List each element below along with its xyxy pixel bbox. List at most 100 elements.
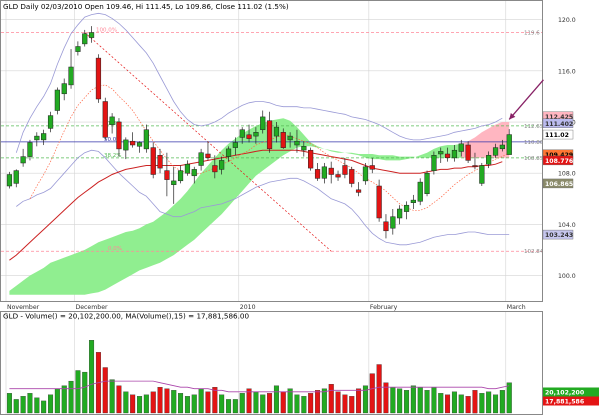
bollinger-lower-line: [16, 149, 510, 246]
x-axis-label: 2010: [240, 304, 256, 311]
candle-body: [390, 216, 396, 229]
fib-level-label: 50.0%: [104, 137, 121, 143]
volume-bar: [315, 390, 321, 414]
volume-bar: [410, 385, 416, 414]
price-badge-label: 109.429: [545, 152, 573, 159]
candle-body: [465, 144, 471, 161]
candle-body: [349, 169, 355, 184]
price-chart-title: GLD Daily 02/03/2010 Open 109.46, Hi 111…: [3, 2, 289, 11]
candle-body: [239, 129, 245, 138]
candle-body: [451, 149, 458, 159]
bollinger-upper-line: [15, 12, 503, 153]
price-tick-label: 100.0: [558, 273, 576, 280]
volume-bar: [493, 394, 499, 414]
candle-body: [328, 167, 334, 175]
candle-body: [75, 46, 81, 52]
volume-bar: [226, 399, 232, 414]
candle-body: [383, 221, 389, 232]
volume-bar: [232, 399, 238, 414]
candle-body: [273, 126, 280, 137]
x-axis-labels: November December 2010 February March: [7, 304, 526, 311]
candle-body: [123, 139, 129, 151]
candle-body: [6, 174, 13, 187]
candle-body: [143, 129, 149, 150]
candle-body: [82, 33, 88, 45]
volume-bar: [13, 399, 19, 414]
short-ma-line: [29, 84, 510, 211]
annotation-arrow: [508, 79, 544, 120]
volume-badge-label: 20,102,200: [545, 390, 585, 397]
price-badge-label: 112.425: [545, 114, 573, 121]
volume-bar: [335, 391, 341, 414]
candle-body: [499, 144, 505, 150]
volume-bar: [321, 388, 327, 414]
volume-bars: 20,102,200 17,881,586: [6, 340, 599, 414]
volume-chart-title: GLD - Volume() = 20,102,200.00, MA(Volum…: [3, 312, 249, 321]
candle-body: [116, 121, 122, 150]
candle-body: [417, 181, 423, 202]
price-tick-label: 120.0: [558, 17, 576, 24]
price-badge: [542, 229, 574, 240]
candle-body: [88, 32, 95, 38]
volume-bar: [184, 396, 190, 414]
candle-body: [458, 143, 464, 152]
volume-bar: [130, 394, 136, 414]
candle-body: [246, 134, 252, 139]
volume-bar: [280, 391, 286, 414]
volume-badge: [543, 396, 599, 406]
volume-badge: [543, 387, 599, 397]
price-badge-label: 106.865: [545, 181, 573, 188]
candlesticks: [6, 26, 512, 239]
volume-bar: [362, 385, 368, 414]
candle-body: [41, 133, 47, 141]
volume-bar: [349, 396, 355, 414]
candle-body: [308, 149, 314, 169]
candle-body: [205, 153, 211, 159]
candle-body: [95, 57, 102, 100]
candle-body: [260, 116, 266, 130]
fib-level-label: 0.0%: [108, 246, 122, 252]
candle-body: [444, 153, 451, 159]
volume-bar: [390, 387, 396, 414]
volume-bar: [445, 394, 451, 414]
candle-body: [403, 204, 410, 212]
volume-bar: [68, 380, 74, 414]
x-axis-label: March: [507, 304, 526, 311]
candle-body: [369, 165, 375, 170]
arrow-shaft: [508, 79, 544, 120]
price-badge-label: 108.776: [545, 158, 573, 165]
candle-body: [157, 155, 163, 169]
price-tick-label: 108.0: [558, 171, 576, 178]
candle-body: [397, 208, 403, 219]
volume-bar: [41, 400, 47, 414]
volume-bar: [431, 387, 437, 414]
volume-bar: [164, 388, 170, 414]
candle-body: [54, 89, 60, 111]
candle-body: [109, 116, 115, 125]
candle-body: [171, 180, 177, 185]
candle-body: [68, 66, 74, 86]
volume-bar: [253, 391, 259, 414]
price-panel-frame: [0, 0, 543, 302]
volume-bar: [404, 390, 410, 414]
candle-body: [198, 152, 204, 166]
volume-bar: [171, 390, 177, 414]
x-axis-label: December: [75, 304, 108, 311]
volume-bar: [451, 391, 457, 414]
candle-body: [34, 135, 40, 141]
fib-level-label: 100.0%: [96, 27, 117, 33]
candle-body: [479, 165, 485, 184]
moving-average-line: [9, 149, 503, 261]
volume-bar: [75, 370, 81, 414]
volume-bar: [123, 391, 129, 414]
price-badge: [542, 155, 574, 166]
arrow-head: [509, 112, 516, 120]
volume-bar: [397, 388, 403, 414]
candle-body: [13, 170, 19, 184]
fib-price-label: 119.6: [524, 30, 540, 36]
volume-bar: [34, 397, 40, 414]
candle-body: [431, 155, 437, 171]
volume-bar: [287, 388, 293, 414]
price-badge-label: 111.402: [545, 121, 573, 128]
x-axis-label: November: [7, 304, 40, 311]
